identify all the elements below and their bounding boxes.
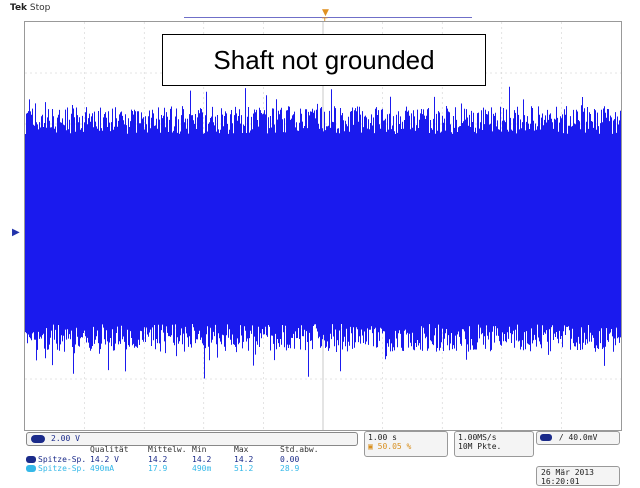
meas-quality: 14.2 V (90, 455, 119, 464)
meas-mean: 17.9 (148, 464, 168, 473)
channel-2-icon (26, 465, 36, 472)
brand-state: Tek Stop (10, 3, 50, 13)
record-length: 10M Pkte. (458, 442, 502, 451)
measurement-header: Qualität Mittelw. Min Max Std.abw. (26, 445, 330, 454)
meas-std: 28.9 (280, 464, 300, 473)
date: 26 Mär 2013 (541, 468, 594, 477)
acquisition-box[interactable]: 1.00MS/s 10M Pkte. (454, 431, 534, 457)
meas-min: 490m (192, 464, 212, 473)
measurement-table: Qualität Mittelw. Min Max Std.abw. Spitz… (26, 445, 376, 485)
status-bar: Tek Stop ▼T (0, 0, 640, 27)
waveform-band (25, 134, 621, 324)
meas-mean: 14.2 (148, 455, 168, 464)
channel-1-icon (540, 434, 552, 441)
meas-label: Spitze-Sp. (38, 455, 87, 464)
readout-panel: 2.00 V Qualität Mittelw. Min Max Std.abw… (24, 430, 620, 488)
trigger-slope-icon: / (558, 433, 564, 442)
trigger-position-icon: ▣ (368, 442, 378, 451)
col-header: Min (192, 445, 207, 454)
timebase-position: 50.05 % (377, 442, 412, 451)
acquisition-state: Stop (29, 3, 51, 13)
annotation-callout: Shaft not grounded (162, 34, 486, 86)
datetime-box: 26 Mär 2013 16:20:01 (536, 466, 620, 486)
channel-1-icon (31, 435, 45, 443)
col-header: Mittelw. (148, 445, 187, 454)
timebase-box[interactable]: 1.00 s ▣ 50.05 % (364, 431, 448, 457)
waveform-svg (25, 22, 621, 430)
meas-min: 14.2 (192, 455, 212, 464)
waveform-display (24, 21, 622, 431)
channel-scale-box[interactable]: 2.00 V (26, 432, 358, 446)
trigger-level: 40.0mV (568, 433, 598, 442)
brand-logo: Tek (10, 3, 28, 13)
measurement-row[interactable]: Spitze-Sp. 14.2 V 14.2 14.2 14.2 0.00 (26, 455, 330, 464)
time: 16:20:01 (541, 477, 580, 486)
col-header: Std.abw. (280, 445, 319, 454)
timebase-scale: 1.00 s (368, 433, 397, 442)
waveform-noise (25, 86, 621, 379)
meas-max: 51.2 (234, 464, 254, 473)
meas-max: 14.2 (234, 455, 254, 464)
record-view-bar (184, 17, 472, 18)
col-header: Qualität (90, 445, 129, 454)
channel-ground-marker-icon[interactable]: ▶ (12, 227, 20, 238)
channel-1-icon (26, 456, 36, 463)
trigger-box[interactable]: / 40.0mV (536, 431, 620, 445)
measurement-row[interactable]: Spitze-Sp. 490mA 17.9 490m 51.2 28.9 (26, 464, 330, 473)
col-header: Max (234, 445, 249, 454)
meas-label: Spitze-Sp. (38, 464, 87, 473)
channel-scale: 2.00 V (51, 434, 80, 443)
meas-std: 0.00 (280, 455, 300, 464)
meas-quality: 490mA (90, 464, 115, 473)
sample-rate: 1.00MS/s (458, 433, 497, 442)
